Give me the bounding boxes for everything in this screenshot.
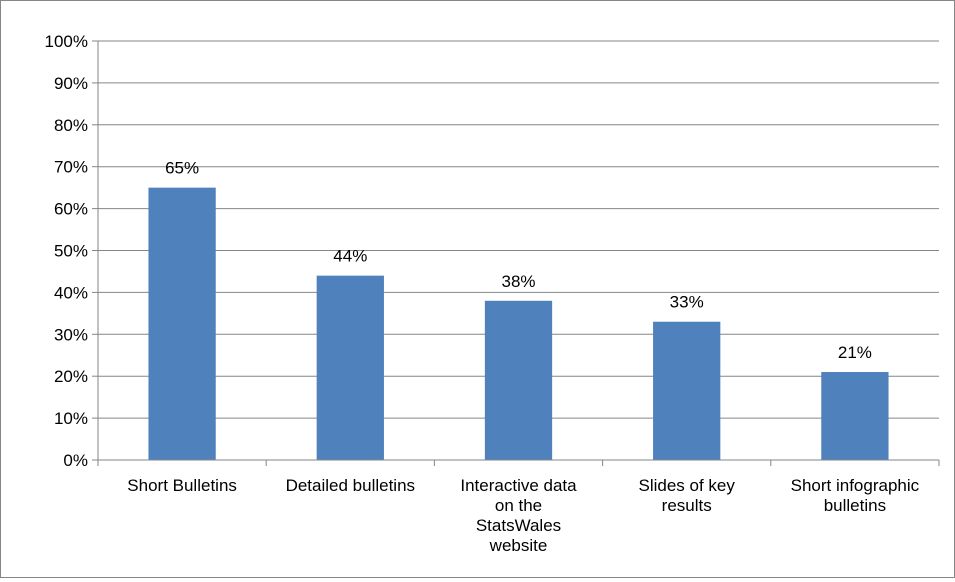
category-label-line: bulletins — [824, 496, 886, 515]
y-tick-label: 10% — [54, 409, 88, 428]
category-label-line: Detailed bulletins — [286, 476, 415, 495]
y-axis-tick-labels: 0% 10% 20% 30% 40% 50% 60% 70% 80% 90% 100% — [45, 32, 88, 470]
bar — [148, 187, 216, 460]
y-tick-label: 30% — [54, 325, 88, 344]
y-tick-label: 20% — [54, 367, 88, 386]
y-tick-label: 90% — [54, 74, 88, 93]
category-label-line: results — [662, 496, 712, 515]
data-label: 38% — [501, 272, 535, 291]
y-tick-label: 70% — [54, 158, 88, 177]
bar — [821, 372, 889, 460]
y-tick-label: 40% — [54, 283, 88, 302]
category-label-line: StatsWales — [476, 516, 561, 535]
data-label: 65% — [165, 159, 199, 178]
category-label-line: Slides of key — [639, 476, 736, 495]
category-label: Interactive data on the StatsWales website — [460, 476, 577, 555]
y-tick-label: 100% — [45, 32, 88, 51]
axes — [92, 40, 940, 466]
bar — [484, 300, 553, 460]
x-axis-category-labels: Short Bulletins Detailed bulletins Interac… — [127, 476, 919, 555]
category-label: Short Bulletins — [127, 476, 237, 495]
category-label: Slides of key results — [639, 476, 736, 515]
data-label: 44% — [333, 247, 367, 266]
category-label: Detailed bulletins — [286, 476, 415, 495]
bars — [148, 187, 889, 460]
category-label-line: website — [489, 536, 548, 555]
data-label: 21% — [838, 343, 872, 362]
y-tick-label: 50% — [54, 242, 88, 261]
data-labels: 65% 44% 38% 33% 21% — [165, 159, 872, 362]
data-label: 33% — [670, 293, 704, 312]
y-tick-label: 80% — [54, 116, 88, 135]
y-tick-label: 0% — [63, 451, 88, 470]
category-label-line: Interactive data — [460, 476, 577, 495]
y-tick-label: 60% — [54, 200, 88, 219]
bar — [316, 275, 384, 460]
category-label-line: on the — [495, 496, 542, 515]
category-label: Short infographic bulletins — [791, 476, 920, 515]
bar — [653, 321, 721, 460]
category-label-line: Short Bulletins — [127, 476, 237, 495]
category-label-line: Short infographic — [791, 476, 920, 495]
gridlines — [98, 40, 939, 419]
